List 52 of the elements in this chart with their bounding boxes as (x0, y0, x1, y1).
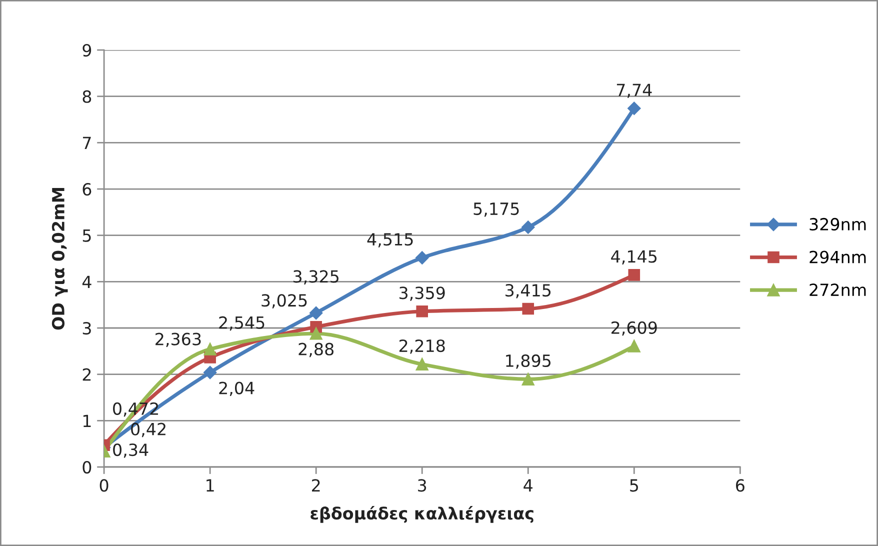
data-label: 3,325 (293, 270, 338, 284)
x-tick-label: 5 (630, 479, 638, 492)
y-tick-label: 3 (82, 322, 91, 335)
y-tick-label: 9 (82, 44, 92, 57)
data-label: 5,175 (474, 202, 519, 217)
x-axis-title: εβδομάδες καλλιέργειας (310, 506, 534, 523)
x-tick-label: 4 (524, 479, 532, 492)
y-tick-label: 6 (82, 182, 92, 196)
point (416, 305, 428, 318)
point (522, 220, 535, 234)
y-tick-label: 2 (82, 368, 91, 381)
data-label: 3,415 (506, 284, 551, 298)
data-label: 4,145 (611, 250, 657, 264)
point (310, 327, 322, 340)
y-tick-label: 5 (82, 230, 91, 242)
data-label: 7,74 (616, 84, 652, 98)
y-axis-title: OD για 0,02mM (52, 188, 68, 330)
data-label: 1,895 (506, 354, 551, 369)
x-tick-label: 6 (736, 479, 744, 492)
point (203, 366, 217, 380)
x-tick-label: 2 (312, 479, 320, 492)
point (628, 269, 640, 281)
point (522, 372, 534, 386)
y-tick-label: 8 (82, 90, 92, 103)
legend-label: 294nm (810, 250, 866, 264)
data-label: 0,42 (131, 422, 166, 438)
y-tick-label: 0 (82, 460, 92, 474)
point (522, 302, 534, 315)
legend-label: 272nm (810, 284, 866, 296)
y-tick-label: 1 (83, 414, 91, 427)
x-tick-label: 0 (100, 479, 108, 492)
data-label: 2,609 (612, 321, 657, 336)
legend-label: 329nm (810, 218, 866, 231)
data-label: 2,545 (219, 316, 264, 331)
x-tick-label: 3 (418, 479, 426, 492)
data-label: 3,359 (400, 286, 445, 301)
point (309, 306, 323, 320)
y-tick-label: 7 (83, 136, 91, 150)
y-tick-label: 4 (82, 276, 92, 288)
data-label: 2,218 (399, 339, 445, 354)
point (628, 340, 640, 352)
point (628, 102, 641, 115)
point (416, 251, 429, 264)
point (416, 358, 428, 370)
data-label: 2,88 (298, 342, 334, 358)
x-tick-label: 1 (206, 479, 214, 492)
data-label: 3,025 (262, 294, 307, 308)
data-label: 0,34 (113, 443, 148, 458)
data-label: 4,515 (367, 233, 413, 248)
data-label: 2,363 (156, 332, 201, 348)
point (204, 342, 216, 356)
data-label: 2,04 (219, 382, 254, 396)
